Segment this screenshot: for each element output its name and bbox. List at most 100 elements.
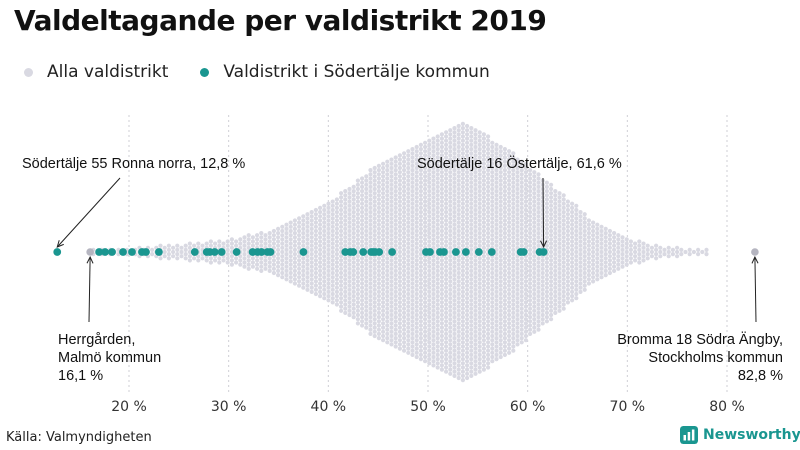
swarm-dot bbox=[355, 287, 360, 292]
swarm-dot bbox=[427, 151, 432, 156]
swarm-dot bbox=[586, 268, 592, 273]
swarm-dot bbox=[397, 279, 402, 284]
swarm-dot bbox=[435, 168, 440, 173]
swarm-dot bbox=[431, 136, 436, 141]
swarm-dot bbox=[381, 270, 386, 276]
swarm-dot bbox=[469, 365, 474, 370]
swarm-dot bbox=[444, 184, 449, 189]
swarm-dot bbox=[561, 302, 566, 307]
swarm-dot bbox=[397, 199, 402, 204]
swarm-dot bbox=[452, 130, 457, 135]
swarm-dot bbox=[603, 247, 608, 252]
swarm-dot bbox=[364, 220, 369, 225]
swarm-dot bbox=[431, 317, 436, 322]
swarm-dot bbox=[339, 199, 344, 204]
swarm-dot bbox=[427, 315, 432, 320]
swarm-dot bbox=[452, 239, 457, 244]
x-tick-label: 60 % bbox=[510, 399, 546, 415]
swarm-dot bbox=[536, 197, 541, 202]
swarm-dot bbox=[246, 254, 251, 259]
swarm-dot bbox=[389, 207, 394, 213]
swarm-dot bbox=[431, 157, 436, 162]
swarm-dot bbox=[481, 359, 486, 364]
swarm-dot bbox=[612, 268, 617, 273]
swarm-dot bbox=[502, 294, 507, 299]
swarm-dot bbox=[393, 256, 398, 261]
swarm-dot bbox=[389, 270, 394, 276]
swarm-dot bbox=[557, 245, 562, 250]
swarm-dot bbox=[431, 212, 436, 217]
swarm-dot bbox=[364, 283, 369, 288]
swarm-dot bbox=[486, 214, 491, 219]
swarm-dot bbox=[498, 220, 503, 225]
swarm-dot bbox=[465, 296, 470, 301]
swarm-dot bbox=[452, 155, 457, 160]
swarm-dot bbox=[586, 222, 592, 227]
swarm-dot bbox=[385, 218, 390, 223]
swarm-dot bbox=[456, 174, 461, 179]
swarm-dot bbox=[502, 302, 507, 307]
swarm-dot bbox=[389, 178, 394, 183]
swarm-dot bbox=[620, 247, 625, 252]
swarm-dot bbox=[339, 207, 344, 213]
swarm-dot bbox=[473, 300, 478, 305]
swarm-dot bbox=[330, 241, 335, 246]
swarm-dot bbox=[355, 266, 360, 271]
swarm-dot bbox=[431, 363, 436, 368]
swarm-dot bbox=[431, 346, 436, 351]
swarm-dot bbox=[612, 243, 617, 248]
swarm-dot bbox=[595, 222, 600, 227]
swarm-dot bbox=[444, 151, 449, 156]
swarm-dot bbox=[603, 231, 608, 236]
swarm-dot bbox=[339, 237, 344, 242]
swarm-dot bbox=[494, 197, 499, 202]
swarm-dot bbox=[402, 273, 407, 278]
swarm-dot bbox=[393, 184, 398, 189]
swarm-dot bbox=[372, 308, 377, 313]
swarm-dot bbox=[586, 218, 592, 223]
swarm-dot bbox=[549, 245, 554, 250]
swarm-dot bbox=[511, 302, 516, 307]
swarm-dot bbox=[502, 214, 507, 219]
swarm-dot bbox=[263, 237, 268, 242]
swarm-dot bbox=[414, 275, 419, 280]
swarm-dot bbox=[381, 224, 386, 229]
swarm-dot bbox=[393, 294, 398, 299]
swarm-dot bbox=[444, 281, 449, 286]
swarm-dot bbox=[469, 138, 474, 143]
swarm-dot bbox=[435, 361, 440, 366]
swarm-dot bbox=[465, 317, 470, 322]
swarm-dot bbox=[456, 136, 461, 141]
swarm-dot bbox=[666, 254, 671, 259]
swarm-dot bbox=[494, 226, 499, 231]
swarm-dot bbox=[406, 245, 411, 250]
annotation-line: Bromma 18 Södra Ängby, bbox=[617, 331, 783, 348]
swarm-dot bbox=[549, 233, 554, 238]
swarm-dot bbox=[578, 231, 583, 236]
swarm-dot bbox=[242, 243, 247, 248]
swarm-dot bbox=[410, 252, 415, 257]
swarm-dot bbox=[385, 289, 390, 294]
sodertalje-point bbox=[108, 248, 116, 256]
swarm-dot bbox=[599, 237, 604, 242]
swarm-dot bbox=[397, 182, 402, 187]
swarm-dot bbox=[465, 258, 470, 263]
swarm-dot bbox=[553, 294, 558, 299]
swarm-dot bbox=[284, 235, 289, 240]
swarm-dot bbox=[406, 258, 411, 263]
swarm-dot bbox=[553, 218, 558, 223]
swarm-dot bbox=[473, 237, 478, 242]
swarm-dot bbox=[431, 220, 436, 225]
swarm-dot bbox=[393, 180, 398, 185]
swarm-dot bbox=[259, 239, 264, 244]
swarm-dot bbox=[641, 241, 646, 246]
swarm-dot bbox=[528, 273, 533, 278]
swarm-dot bbox=[410, 268, 415, 273]
swarm-dot bbox=[515, 224, 520, 229]
swarm-dot bbox=[179, 245, 184, 250]
swarm-dot bbox=[515, 317, 520, 322]
swarm-dot bbox=[330, 220, 335, 225]
swarm-dot bbox=[393, 336, 398, 341]
swarm-dot bbox=[318, 268, 323, 273]
swarm-dot bbox=[376, 256, 381, 261]
